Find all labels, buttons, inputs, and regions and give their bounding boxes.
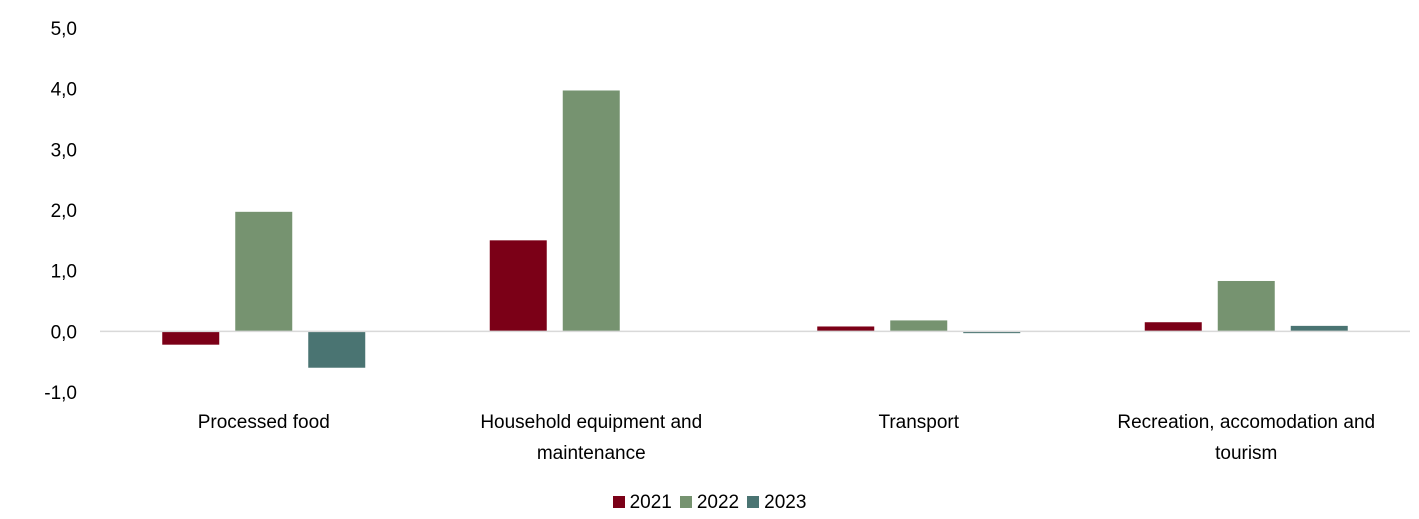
y-axis-ticks: -1,0 0,0 1,0 2,0 3,0 4,0 5,0 xyxy=(44,19,77,404)
bar-2023-3 xyxy=(1290,325,1348,332)
y-tick-label: -1,0 xyxy=(44,383,77,404)
category-labels: Processed food Household equipment and mai… xyxy=(198,412,1375,464)
bar-2021-2 xyxy=(817,326,875,332)
legend-item-2021: 2021 xyxy=(612,492,672,514)
bar-2023-2 xyxy=(963,331,1021,334)
category-label: Recreation, accomodation and tourism xyxy=(1117,412,1375,464)
category-label: Processed food xyxy=(198,412,330,433)
legend-swatch xyxy=(747,496,760,508)
legend-item-2023: 2023 xyxy=(747,492,806,514)
bar-2022-2 xyxy=(890,320,948,332)
bar-2023-0 xyxy=(308,331,366,368)
bar-2022-1 xyxy=(562,90,620,332)
legend-swatch xyxy=(679,496,692,508)
legend-label: 2022 xyxy=(696,492,740,513)
y-tick-label: 5,0 xyxy=(51,19,77,40)
bar-chart: -1,0 0,0 1,0 2,0 3,0 4,0 5,0 Processed food Hou… xyxy=(44,19,1410,464)
y-tick-label: 0,0 xyxy=(51,322,77,343)
bar-2022-3 xyxy=(1217,280,1275,332)
bar-2021-3 xyxy=(1144,322,1202,332)
y-tick-label: 4,0 xyxy=(51,80,77,101)
bar-2021-0 xyxy=(162,331,220,345)
category-label: Household equipment and maintenance xyxy=(480,412,702,464)
legend-label: 2021 xyxy=(629,492,672,513)
legend-item-2022: 2022 xyxy=(679,492,740,514)
bar-2021-1 xyxy=(489,240,547,332)
category-label: Transport xyxy=(878,412,959,433)
legend-swatch xyxy=(612,496,625,508)
y-tick-label: 3,0 xyxy=(51,140,77,161)
legend-label: 2023 xyxy=(764,492,807,513)
bar-2022-0 xyxy=(235,211,293,332)
y-tick-label: 1,0 xyxy=(51,262,77,283)
bars xyxy=(162,90,1348,368)
y-tick-label: 2,0 xyxy=(51,201,77,222)
legend: 2021 2022 2023 xyxy=(0,492,1419,514)
